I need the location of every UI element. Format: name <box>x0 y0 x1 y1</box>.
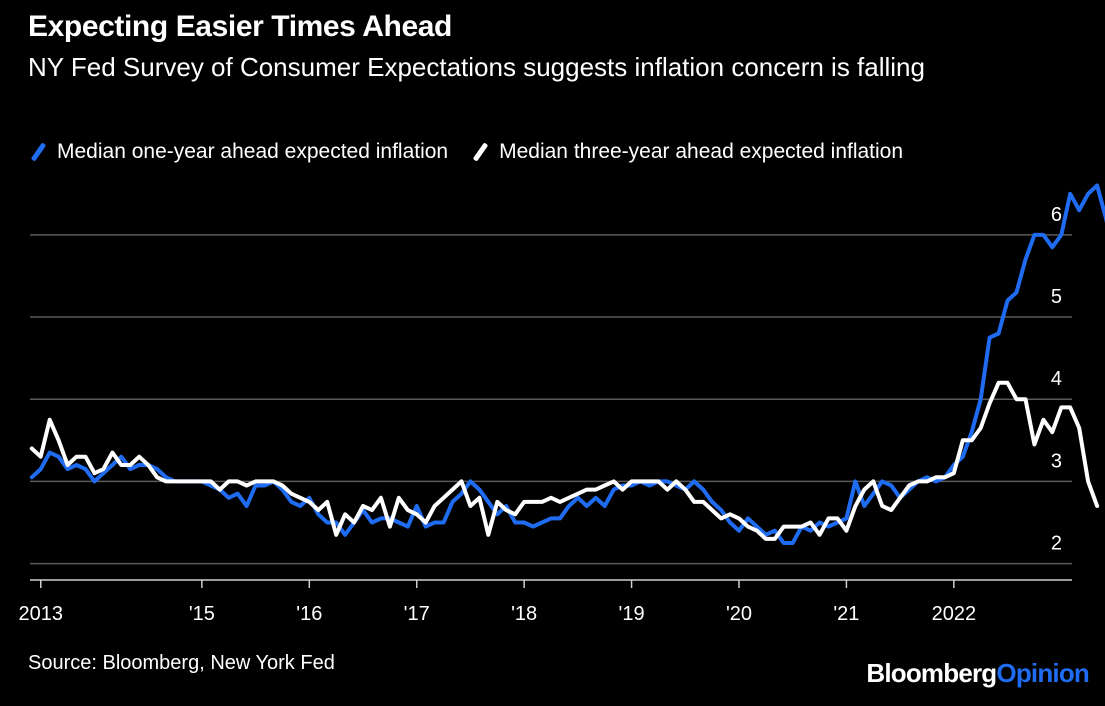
y-tick-label-5: 5 <box>1051 286 1062 308</box>
x-tick-label-8: 2022 <box>932 603 977 625</box>
x-tick-label-1: '15 <box>189 603 215 625</box>
y-tick-label-4: 4 <box>1051 368 1062 390</box>
grid-lines <box>30 234 1072 565</box>
legend-item-three-year: Median three-year ahead expected inflati… <box>470 140 903 164</box>
x-tick-label-2: '16 <box>296 603 322 625</box>
x-tick-label-4: '18 <box>511 603 537 625</box>
x-tick-label-7: '21 <box>833 603 859 625</box>
source-note: Source: Bloomberg, New York Fed <box>28 652 335 674</box>
brand-opinion: Opinion <box>996 658 1089 688</box>
y-tick-label-2: 2 <box>1051 533 1062 555</box>
chart-legend: Median one-year ahead expected inflation… <box>28 140 925 164</box>
series-line-three-year <box>29 380 1100 541</box>
series-lines <box>29 183 1105 545</box>
legend-item-one-year: Median one-year ahead expected inflation <box>28 140 448 164</box>
bloomberg-opinion-logo: BloombergOpinion <box>866 658 1089 689</box>
x-axis: 2013 '15 '16 '17 '18 '19 '20 '21 2022 <box>18 579 1072 625</box>
y-axis-labels: 2 3 4 5 6 <box>1051 204 1062 555</box>
x-tick-label-3: '17 <box>404 603 430 625</box>
chart-subtitle: NY Fed Survey of Consumer Expectations s… <box>28 52 925 82</box>
series-line-one-year <box>29 183 1105 545</box>
x-tick-label-0: 2013 <box>18 603 63 625</box>
x-tick-label-5: '19 <box>619 603 645 625</box>
x-tick-label-6: '20 <box>726 603 752 625</box>
brand-bloomberg: Bloomberg <box>866 658 997 688</box>
legend-label-one-year: Median one-year ahead expected inflation <box>57 140 449 163</box>
legend-label-three-year: Median three-year ahead expected inflati… <box>499 140 904 163</box>
y-tick-label-3: 3 <box>1051 450 1062 472</box>
chart-title: Expecting Easier Times Ahead <box>28 10 452 43</box>
y-tick-label-6: 6 <box>1051 204 1062 226</box>
